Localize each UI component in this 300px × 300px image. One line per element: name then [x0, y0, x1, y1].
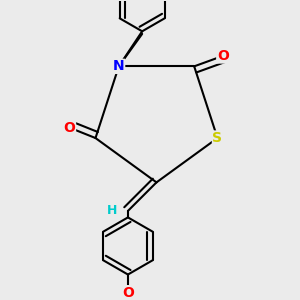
Text: S: S [212, 131, 223, 145]
Text: O: O [64, 121, 76, 135]
Text: O: O [217, 49, 229, 63]
Text: H: H [107, 204, 118, 218]
Text: N: N [113, 59, 124, 73]
Text: O: O [122, 286, 134, 300]
